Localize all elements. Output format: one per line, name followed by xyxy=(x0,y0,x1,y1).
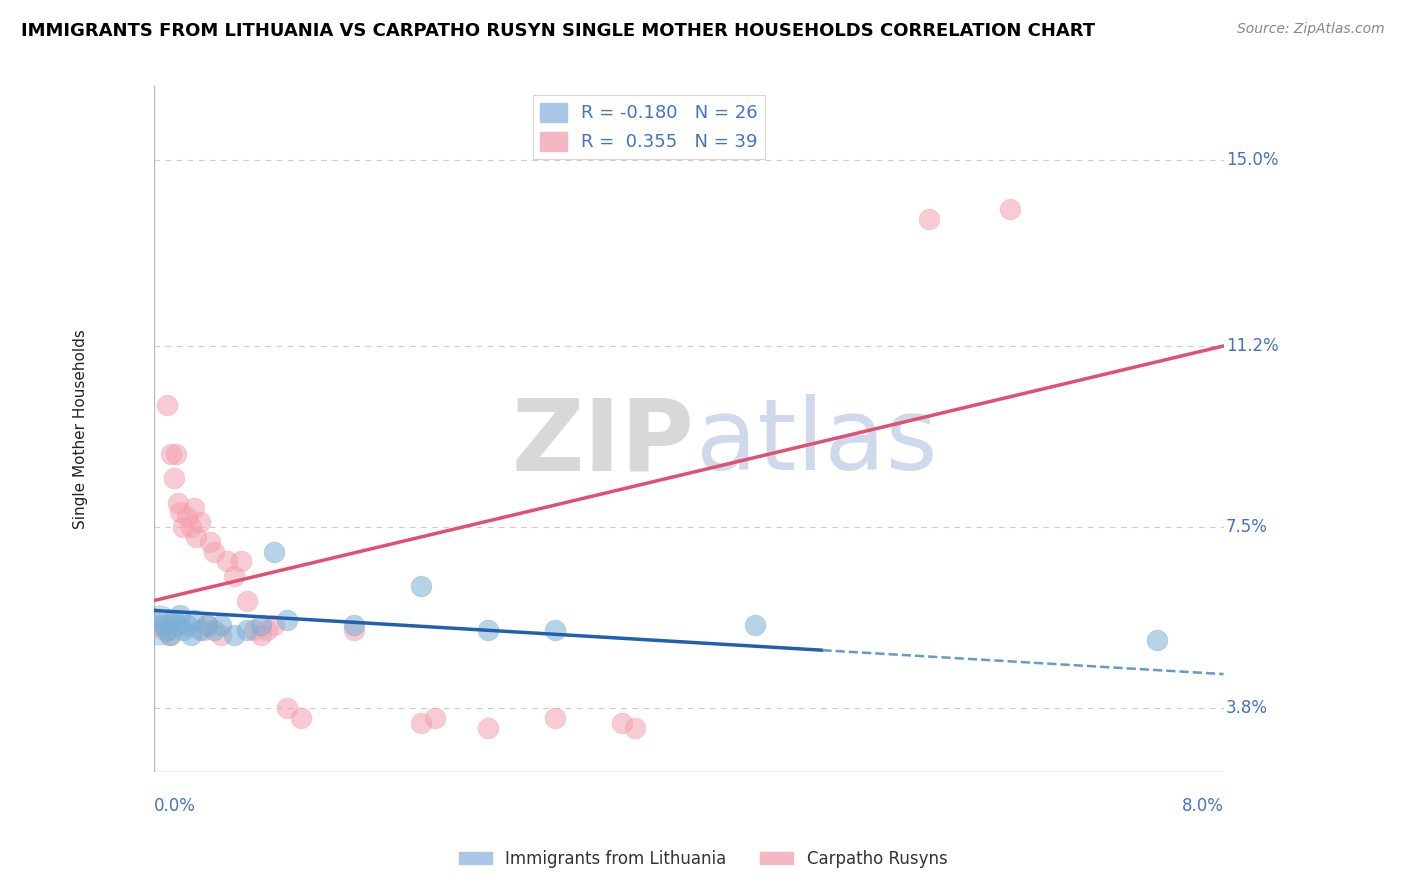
Point xyxy=(423,711,446,725)
Point xyxy=(222,569,245,583)
Point xyxy=(263,544,285,558)
Point xyxy=(290,711,312,725)
Point xyxy=(411,579,433,593)
Point xyxy=(217,554,239,568)
Point xyxy=(249,628,271,642)
Point xyxy=(1146,632,1168,647)
Point xyxy=(163,613,186,627)
Point xyxy=(180,628,202,642)
Point xyxy=(249,618,271,632)
Point xyxy=(263,618,285,632)
Point xyxy=(165,447,187,461)
Point xyxy=(148,618,170,632)
Point xyxy=(190,515,212,529)
Text: IMMIGRANTS FROM LITHUANIA VS CARPATHO RUSYN SINGLE MOTHER HOUSEHOLDS CORRELATION: IMMIGRANTS FROM LITHUANIA VS CARPATHO RU… xyxy=(21,22,1095,40)
Point xyxy=(172,623,194,637)
Legend: R = -0.180   N = 26, R =  0.355   N = 39: R = -0.180 N = 26, R = 0.355 N = 39 xyxy=(533,95,765,159)
Point xyxy=(163,471,186,485)
Point xyxy=(998,202,1021,216)
Point xyxy=(156,623,179,637)
Point xyxy=(166,618,188,632)
Point xyxy=(744,618,766,632)
Text: 8.0%: 8.0% xyxy=(1181,797,1223,814)
Point xyxy=(169,608,191,623)
Point xyxy=(209,628,232,642)
Point xyxy=(153,623,176,637)
Point xyxy=(202,623,225,637)
Point xyxy=(160,447,183,461)
Point xyxy=(343,623,366,637)
Text: 11.2%: 11.2% xyxy=(1226,337,1278,355)
Text: 0.0%: 0.0% xyxy=(153,797,195,814)
Point xyxy=(276,613,298,627)
Point xyxy=(195,618,218,632)
Point xyxy=(918,211,941,226)
Point xyxy=(222,628,245,642)
Point xyxy=(193,623,215,637)
Text: Source: ZipAtlas.com: Source: ZipAtlas.com xyxy=(1237,22,1385,37)
Point xyxy=(183,500,205,515)
Point xyxy=(159,628,181,642)
Point xyxy=(183,613,205,627)
Point xyxy=(229,554,252,568)
Point xyxy=(149,618,172,632)
Point xyxy=(156,398,179,412)
Point xyxy=(159,628,181,642)
Text: 7.5%: 7.5% xyxy=(1226,518,1268,536)
Point xyxy=(190,623,212,637)
Text: 3.8%: 3.8% xyxy=(1226,699,1268,717)
Point xyxy=(180,520,202,534)
Point xyxy=(624,721,647,735)
Point xyxy=(243,623,266,637)
Point xyxy=(153,618,176,632)
Point xyxy=(195,618,218,632)
Point xyxy=(176,510,198,524)
Point xyxy=(149,613,172,627)
Point xyxy=(544,711,567,725)
Text: ZIP: ZIP xyxy=(512,394,695,491)
Point xyxy=(256,623,278,637)
Legend: Immigrants from Lithuania, Carpatho Rusyns: Immigrants from Lithuania, Carpatho Rusy… xyxy=(451,844,955,875)
Point xyxy=(209,618,232,632)
Point xyxy=(186,530,208,544)
Point xyxy=(236,593,259,607)
Point xyxy=(343,618,366,632)
Text: atlas: atlas xyxy=(696,394,938,491)
Point xyxy=(172,520,194,534)
Point xyxy=(544,623,567,637)
Point xyxy=(610,716,633,731)
Point xyxy=(166,496,188,510)
Point xyxy=(236,623,259,637)
Point xyxy=(411,716,433,731)
Text: 15.0%: 15.0% xyxy=(1226,151,1278,169)
Point xyxy=(202,544,225,558)
Point xyxy=(169,506,191,520)
Point xyxy=(477,623,499,637)
Text: Single Mother Households: Single Mother Households xyxy=(73,329,87,529)
Point xyxy=(477,721,499,735)
Point xyxy=(176,618,198,632)
Point xyxy=(198,534,221,549)
Point xyxy=(276,701,298,715)
